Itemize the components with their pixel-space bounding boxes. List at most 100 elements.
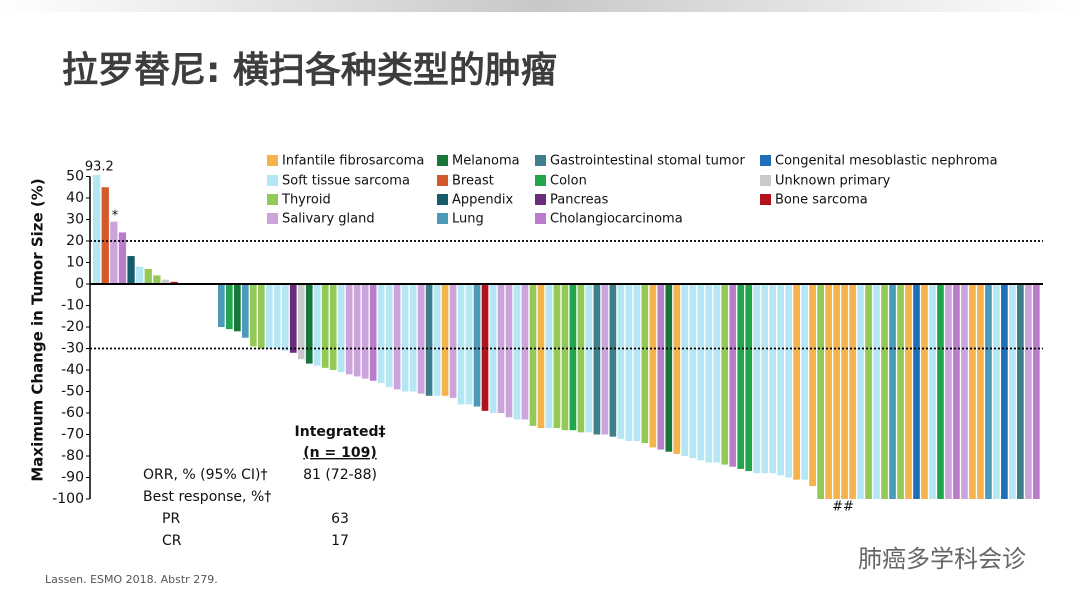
legend-label: Cholangiocarcinoma — [550, 212, 683, 227]
bar — [313, 284, 321, 366]
legend-swatch — [267, 194, 278, 205]
y-axis-label: Maximum Change in Tumor Size (%) — [29, 178, 47, 481]
bar — [337, 284, 345, 373]
bar — [633, 284, 641, 441]
bar — [873, 284, 880, 499]
bar — [233, 284, 241, 332]
bar — [689, 284, 697, 459]
bar — [601, 284, 609, 435]
bar — [93, 175, 101, 285]
bar — [817, 284, 824, 499]
bar — [905, 284, 912, 499]
bar — [369, 284, 377, 381]
bar — [225, 284, 233, 330]
y-tick-label: 10 — [66, 255, 84, 271]
bar — [521, 284, 529, 420]
legend-label: Appendix — [452, 193, 513, 208]
y-tick-label: -60 — [61, 405, 84, 421]
legend-swatch — [267, 175, 278, 186]
bar — [945, 284, 952, 499]
bar — [433, 284, 441, 396]
table-value: 17 — [331, 533, 349, 549]
bar — [425, 284, 433, 396]
y-tick-label: 30 — [66, 212, 84, 228]
bar — [441, 284, 449, 396]
bar — [825, 284, 832, 499]
bar — [809, 284, 816, 487]
table-label: CR — [162, 533, 182, 549]
bar — [1009, 284, 1016, 499]
table-label: ORR, % (95% CI)† — [143, 467, 268, 483]
annotation: * — [112, 209, 119, 224]
legend-swatch — [760, 155, 771, 166]
legend-label: Congenital mesoblastic nephroma — [775, 154, 998, 169]
bar — [329, 284, 337, 370]
bar — [473, 284, 481, 407]
table-label: PR — [162, 511, 180, 527]
table-header: (n = 109) — [303, 445, 376, 461]
legend-label: Salivary gland — [282, 212, 375, 227]
y-tick-label: -70 — [61, 427, 84, 443]
bar — [110, 221, 118, 284]
bar — [953, 284, 960, 499]
bar — [1001, 284, 1008, 499]
y-tick-label: -30 — [61, 341, 84, 357]
bar — [785, 284, 793, 478]
bar — [505, 284, 513, 418]
bar — [393, 284, 401, 390]
bar — [118, 232, 127, 284]
bar — [273, 284, 281, 349]
bar — [136, 266, 144, 284]
bar — [144, 268, 152, 284]
y-tick-label: 40 — [66, 190, 84, 206]
legend-label: Unknown primary — [775, 174, 891, 189]
bar — [761, 284, 769, 474]
y-tick-label: -40 — [61, 362, 84, 378]
y-tick-label: 0 — [75, 276, 84, 292]
bar — [545, 284, 553, 429]
bar — [161, 279, 170, 284]
bar — [553, 284, 561, 429]
bar — [617, 284, 625, 439]
legend-swatch — [437, 213, 448, 224]
bar — [729, 284, 737, 467]
bar — [969, 284, 976, 499]
bar — [249, 284, 257, 347]
bar — [265, 284, 273, 349]
bar — [737, 284, 745, 469]
bar — [657, 284, 665, 450]
legend-swatch — [760, 194, 771, 205]
bar — [777, 284, 785, 476]
bar — [721, 284, 729, 465]
bar — [345, 284, 353, 375]
legend-label: Thyroid — [281, 193, 331, 208]
bar — [793, 284, 800, 480]
bar — [841, 284, 848, 499]
y-tick-label: 20 — [66, 233, 84, 249]
bar — [321, 284, 329, 368]
bar — [385, 284, 393, 388]
legend-swatch — [760, 175, 771, 186]
legend-label: Melanoma — [452, 154, 520, 169]
bar — [769, 284, 777, 474]
bar — [241, 284, 249, 338]
legend-label: Colon — [550, 174, 587, 189]
bar — [401, 284, 409, 392]
bar — [417, 284, 425, 394]
bar — [889, 284, 896, 499]
bar — [993, 284, 1000, 499]
bar — [513, 284, 521, 420]
bar — [697, 284, 705, 461]
bar — [101, 187, 109, 284]
bar — [377, 284, 385, 383]
bar — [857, 284, 864, 499]
bar — [281, 284, 289, 351]
legend-swatch — [437, 155, 448, 166]
bar — [1025, 284, 1032, 499]
annotation: ## — [832, 500, 854, 515]
legend-swatch — [535, 175, 546, 186]
bar — [1033, 284, 1040, 499]
title: 拉罗替尼: 横扫各种类型的肿瘤 — [62, 50, 557, 91]
